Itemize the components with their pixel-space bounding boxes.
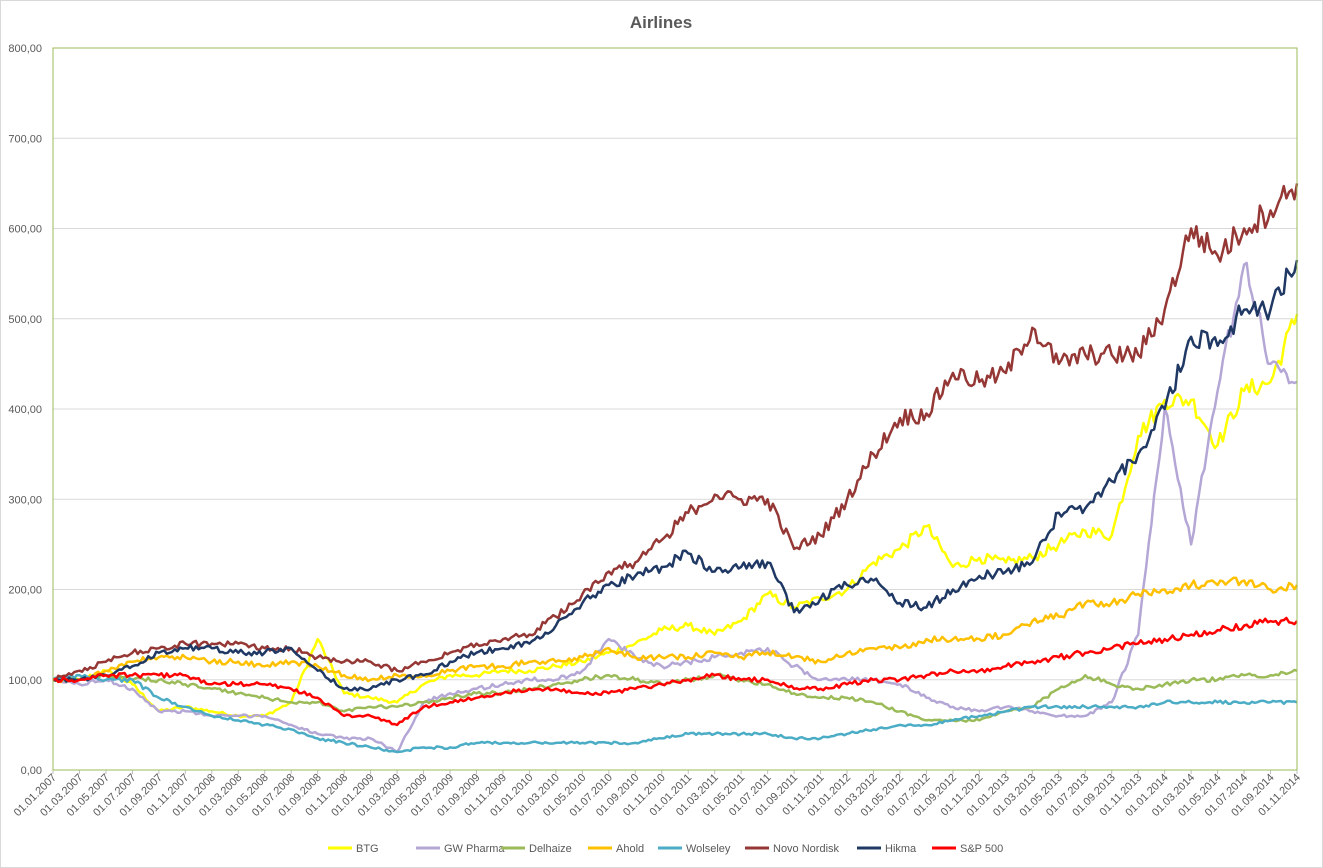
y-tick-label: 0,00 xyxy=(21,765,42,777)
series-line-gw-pharma xyxy=(52,261,1298,754)
y-tick-label: 300,00 xyxy=(8,494,42,506)
legend-label: Ahold xyxy=(616,843,644,855)
chart-title: Airlines xyxy=(630,13,692,32)
legend-label: Novo Nordisk xyxy=(773,843,840,855)
y-tick-label: 500,00 xyxy=(8,314,42,326)
y-tick-label: 200,00 xyxy=(8,585,42,597)
legend-label: GW Pharma xyxy=(444,843,505,855)
legend-label: Delhaize xyxy=(529,843,572,855)
y-tick-label: 100,00 xyxy=(8,675,42,687)
series-lines xyxy=(52,183,1299,754)
series-line-s-p-500 xyxy=(52,616,1298,727)
legend-label: Hikma xyxy=(885,843,917,855)
y-tick-label: 800,00 xyxy=(8,43,42,55)
y-tick-label: 700,00 xyxy=(8,133,42,145)
y-axis-tick-labels: 0,00 100,00 200,00 300,00 400,00 500,00 600,00… xyxy=(8,43,42,777)
plot-area-border xyxy=(52,47,1298,771)
series-line-ahold xyxy=(52,576,1299,684)
legend-label: S&P 500 xyxy=(960,843,1003,855)
legend-label: Wolseley xyxy=(686,843,731,855)
legend: BTG GW Pharma Delhaize Ahold Wolseley Novo No… xyxy=(328,843,1003,855)
series-line-wolseley xyxy=(52,673,1298,754)
series-line-hikma xyxy=(52,259,1299,692)
y-tick-label: 600,00 xyxy=(8,224,42,236)
legend-label: BTG xyxy=(356,843,379,855)
y-tick-label: 400,00 xyxy=(8,404,42,416)
gridlines xyxy=(53,137,1297,681)
series-line-novo-nordisk xyxy=(52,183,1299,682)
